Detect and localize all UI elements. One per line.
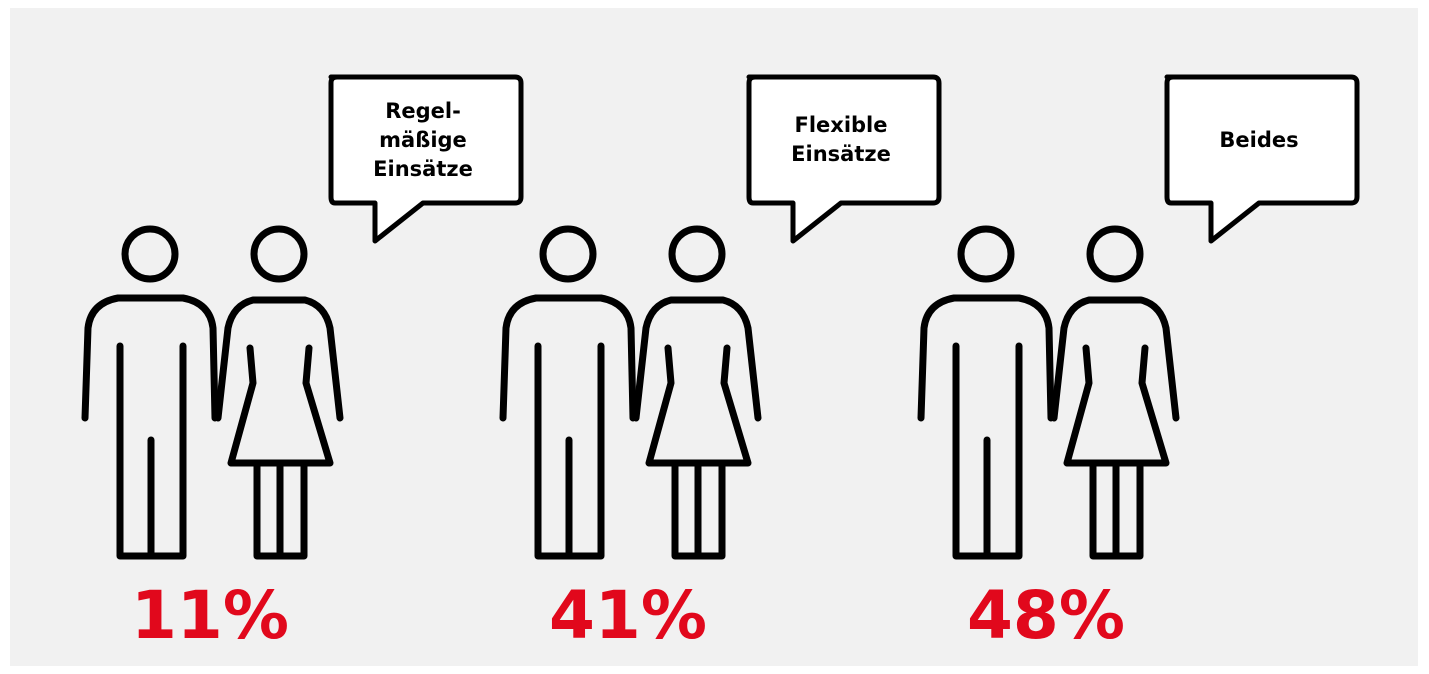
bubble-label: Flexible Einsätze	[791, 113, 891, 166]
woman-icon	[214, 225, 344, 560]
bubble-label: Beides	[1219, 127, 1299, 152]
speech-bubble: Flexible Einsätze	[743, 73, 943, 253]
man-icon	[499, 225, 637, 560]
speech-bubble: Regel- mäßige Einsätze	[325, 73, 525, 253]
speech-bubble-icon	[1164, 74, 1360, 244]
people-icon	[81, 225, 344, 560]
people-icon	[917, 225, 1180, 560]
percent-value: 48%	[967, 577, 1125, 654]
percent-value: 41%	[549, 577, 707, 654]
speech-bubble-icon	[746, 74, 942, 244]
infographic-panel: Regel- mäßige Einsätze 11%	[10, 8, 1418, 666]
group-flexible: Flexible Einsätze 41%	[491, 8, 971, 666]
bubble-label: Regel- mäßige Einsätze	[373, 98, 473, 181]
group-both: Beides 48%	[909, 8, 1389, 666]
man-icon	[81, 225, 219, 560]
speech-bubble: Beides	[1161, 73, 1361, 253]
people-icon	[499, 225, 762, 560]
speech-bubble-icon	[328, 74, 524, 244]
woman-icon	[1050, 225, 1180, 560]
percent-value: 11%	[131, 577, 289, 654]
man-icon	[917, 225, 1055, 560]
woman-icon	[632, 225, 762, 560]
group-regular: Regel- mäßige Einsätze 11%	[73, 8, 553, 666]
